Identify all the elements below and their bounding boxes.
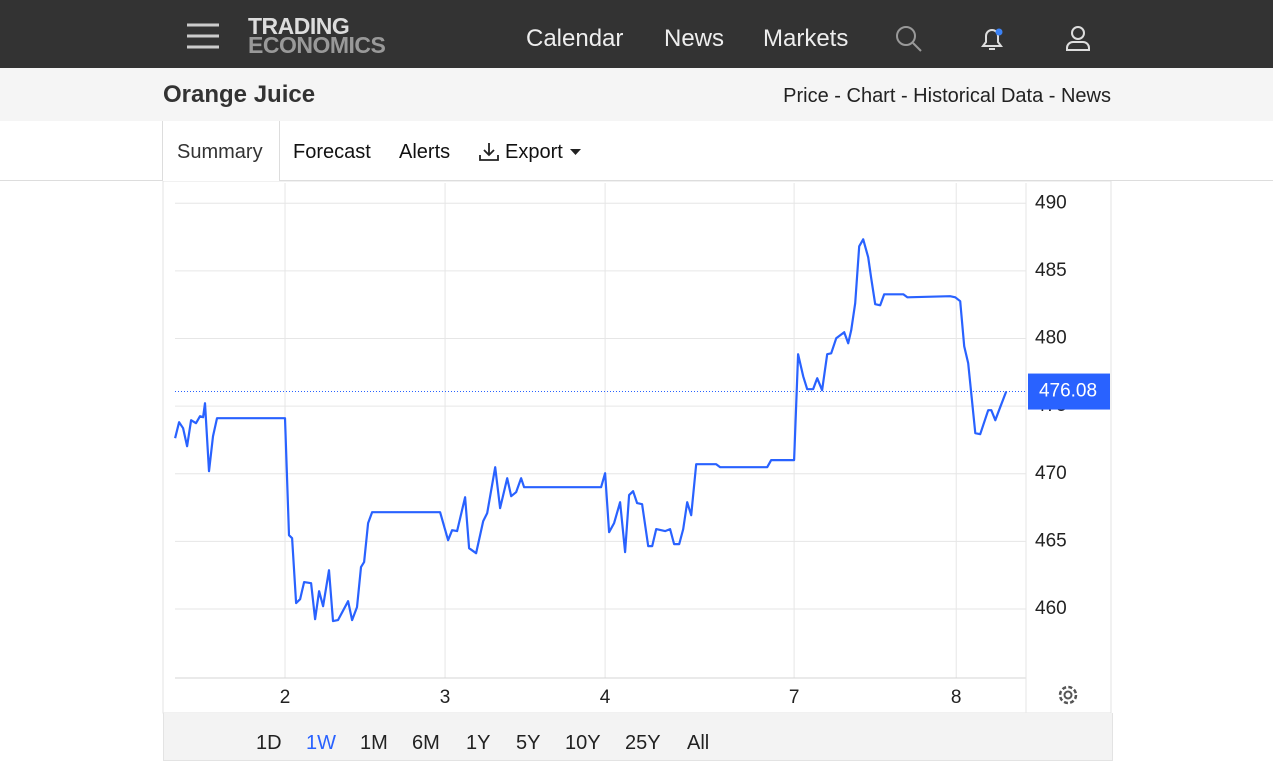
last-price-label: 476.08 bbox=[1039, 381, 1097, 402]
range-button[interactable]: 25Y bbox=[625, 732, 661, 754]
x-tick-label: 2 bbox=[280, 687, 291, 708]
range-button[interactable]: 1Y bbox=[466, 732, 491, 754]
dropdown-caret bbox=[570, 149, 581, 155]
x-tick-label: 7 bbox=[789, 687, 800, 708]
sub-header: Orange Juice Price - Chart - Historical … bbox=[0, 68, 1273, 121]
last-price-box bbox=[1028, 373, 1110, 410]
range-button[interactable]: All bbox=[687, 732, 710, 754]
logo-line: TRADING bbox=[248, 13, 350, 39]
tab[interactable]: Forecast bbox=[293, 141, 371, 163]
tab[interactable]: Alerts bbox=[399, 141, 451, 163]
range-button[interactable]: 6M bbox=[412, 732, 440, 754]
y-tick-label: 465 bbox=[1035, 530, 1067, 551]
tab-bar: Summary Forecast Alerts Export bbox=[0, 121, 1273, 181]
y-tick-label: 490 bbox=[1035, 192, 1067, 213]
nav-link[interactable]: Markets bbox=[763, 25, 849, 52]
y-tick-label: 470 bbox=[1035, 463, 1067, 484]
range-button[interactable]: 5Y bbox=[516, 732, 541, 754]
nav-link[interactable]: Calendar bbox=[526, 25, 624, 52]
tab[interactable]: Export bbox=[505, 141, 563, 163]
user-icon[interactable] bbox=[1064, 24, 1094, 54]
menu-icon[interactable] bbox=[186, 22, 220, 50]
logo[interactable]: TRADING ECONOMICS bbox=[248, 13, 386, 58]
navbar: TRADING ECONOMICS Calendar News Markets bbox=[0, 0, 1273, 68]
y-tick-label: 485 bbox=[1035, 260, 1067, 281]
logo-line: ECONOMICS bbox=[248, 32, 386, 58]
range-bar: 1D 1W 1M 6M 1Y 5Y 10Y 25Y All bbox=[163, 713, 1113, 761]
page-title: Orange Juice bbox=[163, 81, 316, 108]
x-tick-label: 8 bbox=[951, 687, 962, 708]
range-button[interactable]: 1M bbox=[360, 732, 388, 754]
settings-icon[interactable] bbox=[1058, 685, 1078, 705]
x-tick-label: 4 bbox=[600, 687, 611, 708]
price-line bbox=[174, 238, 1008, 623]
range-button[interactable]: 10Y bbox=[565, 732, 601, 754]
chart-frame bbox=[162, 180, 1112, 714]
range-button[interactable]: 1D bbox=[256, 732, 282, 754]
bell-icon[interactable] bbox=[977, 24, 1007, 54]
search-icon[interactable] bbox=[894, 24, 924, 54]
nav-link[interactable]: News bbox=[664, 25, 725, 52]
range-button[interactable]: 1W bbox=[306, 732, 336, 754]
active-tab-box bbox=[162, 121, 280, 181]
tab[interactable]: Summary bbox=[177, 141, 263, 163]
y-tick-label: 460 bbox=[1035, 598, 1067, 619]
header-links[interactable]: Price - Chart - Historical Data - News bbox=[783, 85, 1111, 107]
x-tick-label: 3 bbox=[440, 687, 451, 708]
y-tick-label: 480 bbox=[1035, 328, 1067, 349]
download-icon bbox=[479, 143, 499, 161]
